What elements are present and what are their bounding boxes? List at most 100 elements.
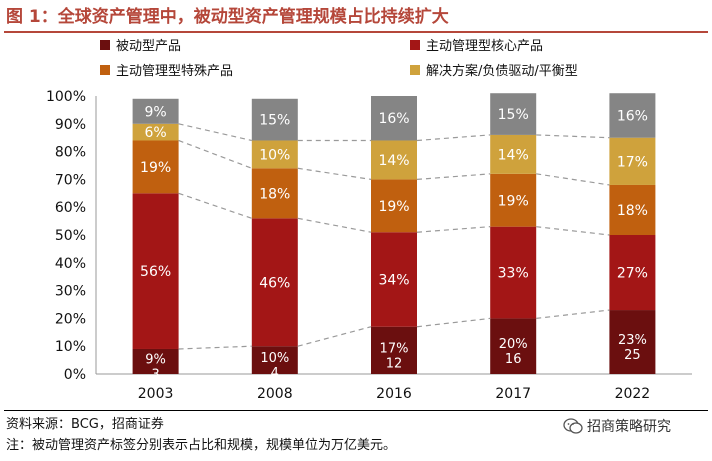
- data-label: 6%: [144, 125, 166, 141]
- bar-segment: [371, 140, 417, 180]
- connector-line: [178, 345, 252, 350]
- bar-segment: [490, 134, 537, 174]
- bar-segment: [490, 318, 537, 374]
- data-sublabel: 25: [624, 348, 641, 363]
- data-label: 23%: [618, 333, 647, 348]
- data-label: 19%: [498, 193, 529, 209]
- connector-line: [416, 226, 491, 233]
- y-tick-label: 80%: [55, 145, 86, 161]
- legend-swatch: [410, 65, 420, 75]
- data-label: 17%: [617, 154, 648, 170]
- y-tick-label: 0%: [64, 367, 86, 383]
- data-label: 27%: [617, 266, 648, 282]
- data-label: 56%: [140, 264, 171, 280]
- data-label: 14%: [378, 153, 409, 169]
- legend-label: 被动型产品: [116, 39, 181, 54]
- connector-line: [416, 134, 491, 142]
- data-label: 20%: [499, 337, 528, 352]
- legend-swatch: [100, 65, 110, 75]
- data-label: 34%: [378, 272, 409, 288]
- bar-segment: [609, 310, 656, 374]
- bar-segment: [371, 232, 417, 327]
- data-label: 46%: [259, 275, 290, 291]
- connector-line: [297, 167, 372, 180]
- bar-segment: [132, 193, 179, 349]
- title-divider: [4, 31, 708, 33]
- data-label: 16%: [378, 111, 409, 127]
- bar-segment: [371, 326, 417, 374]
- connector-line: [416, 173, 491, 180]
- bar-segment: [490, 226, 537, 319]
- data-label: 15%: [259, 113, 290, 129]
- x-tick-label: 2017: [495, 386, 531, 402]
- connector-line: [536, 226, 610, 236]
- y-tick-label: 10%: [55, 339, 86, 355]
- connector-line: [178, 192, 252, 219]
- data-label: 9%: [145, 352, 166, 367]
- legend-label: 解决方案/负债驱动/平衡型: [426, 63, 578, 79]
- footer-divider: [4, 410, 708, 411]
- legend-label: 主动管理型核心产品: [426, 39, 543, 54]
- connector-line: [536, 134, 610, 139]
- bar-segment: [132, 98, 179, 124]
- bar-segment: [251, 98, 298, 141]
- watermark-text: 招商策略研究: [587, 419, 671, 435]
- bar-segment: [371, 179, 417, 233]
- connector-line: [416, 317, 491, 328]
- bar-segment: [371, 96, 417, 141]
- data-label: 10%: [260, 351, 289, 366]
- data-label: 16%: [617, 108, 648, 124]
- y-tick-label: 50%: [55, 228, 86, 244]
- bar-segment: [132, 123, 179, 141]
- y-tick-label: 100%: [46, 89, 86, 105]
- legend-swatch: [100, 40, 110, 50]
- bar-segment: [490, 173, 537, 227]
- connector-line: [297, 217, 372, 233]
- wechat-icon: [563, 418, 583, 434]
- bar-segment: [609, 93, 656, 138]
- data-label: 19%: [378, 199, 409, 215]
- x-tick-label: 2008: [257, 386, 293, 402]
- connector-line: [178, 123, 252, 142]
- x-tick-label: 2016: [376, 386, 412, 402]
- source-text: 资料来源：BCG，招商证券: [6, 417, 164, 432]
- y-tick-label: 70%: [55, 172, 86, 188]
- x-tick-label: 2003: [138, 386, 174, 402]
- data-label: 9%: [144, 104, 166, 120]
- watermark: 招商策略研究: [563, 416, 671, 436]
- bar-segment: [251, 140, 298, 169]
- note-text: 注：被动管理资产标签分别表示占比和规模，规模单位为万亿美元。: [6, 438, 397, 453]
- y-tick-label: 40%: [55, 256, 86, 272]
- data-sublabel: 16: [505, 352, 522, 367]
- y-tick-label: 30%: [55, 284, 86, 300]
- bar-segment: [132, 348, 179, 374]
- data-label: 19%: [140, 160, 171, 176]
- data-label: 33%: [498, 266, 529, 282]
- bar-segment: [251, 346, 298, 374]
- x-tick-label: 2022: [615, 386, 651, 402]
- data-label: 17%: [380, 341, 409, 356]
- data-sublabel: 4: [271, 366, 279, 381]
- y-tick-label: 60%: [55, 200, 86, 216]
- legend-label: 主动管理型特殊产品: [116, 64, 233, 79]
- bar-segment: [251, 168, 298, 219]
- data-label: 14%: [498, 147, 529, 163]
- bar-segment: [251, 218, 298, 347]
- connector-line: [178, 139, 253, 169]
- bar-segment: [609, 235, 656, 311]
- data-label: 15%: [498, 107, 529, 123]
- data-label: 18%: [259, 186, 290, 202]
- data-label: 10%: [259, 147, 290, 163]
- bar-segment: [132, 140, 179, 194]
- data-sublabel: 12: [386, 356, 403, 371]
- legend-swatch: [410, 40, 420, 50]
- connector-line: [536, 309, 610, 319]
- bar-segment: [609, 184, 656, 235]
- bar-segment: [490, 93, 537, 135]
- y-tick-label: 20%: [55, 311, 86, 327]
- bar-segment: [609, 137, 656, 185]
- connector-line: [297, 326, 372, 347]
- chart-title: 图 1：全球资产管理中，被动型资产管理规模占比持续扩大: [6, 7, 449, 27]
- y-tick-label: 90%: [55, 117, 86, 133]
